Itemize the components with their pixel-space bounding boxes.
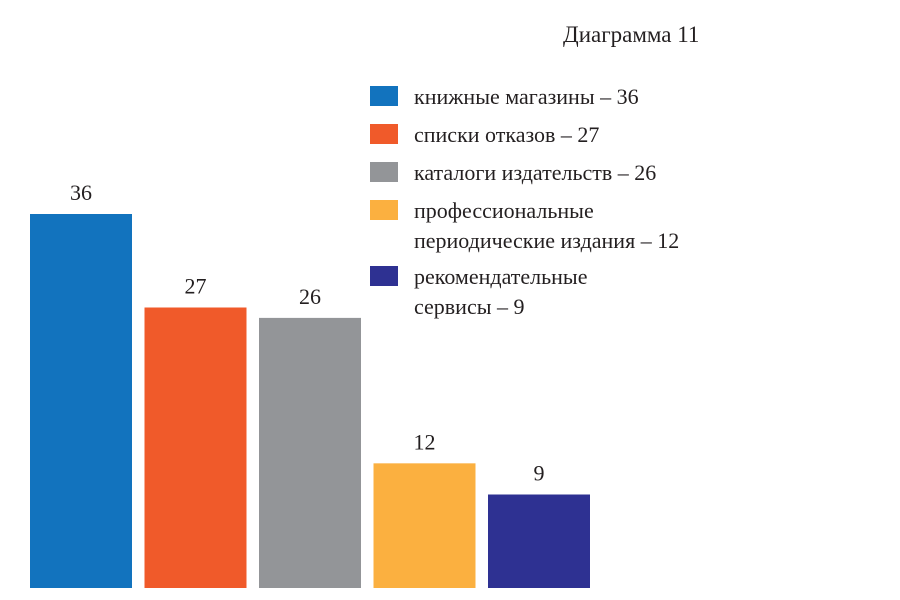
data-label-1: 36 bbox=[70, 180, 92, 205]
data-label-5: 9 bbox=[534, 461, 545, 486]
legend-swatch bbox=[370, 266, 398, 286]
legend-item-3: каталоги издательств – 26 bbox=[370, 158, 744, 188]
chart-title: Диаграмма 11 bbox=[563, 22, 700, 47]
bar-4 bbox=[373, 463, 476, 588]
bar-3 bbox=[259, 317, 361, 588]
legend-swatch bbox=[370, 200, 398, 220]
legend-item-1: книжные магазины – 36 bbox=[370, 82, 744, 112]
legend-swatch bbox=[370, 86, 398, 106]
data-label-3: 26 bbox=[299, 284, 321, 309]
data-label-4: 12 bbox=[414, 429, 436, 454]
legend-item-5: рекомендательные сервисы – 9 bbox=[370, 262, 634, 322]
legend-swatch bbox=[370, 124, 398, 144]
bar-5 bbox=[488, 494, 590, 588]
data-label-2: 27 bbox=[185, 274, 207, 299]
legend-label: списки отказов – 27 bbox=[414, 122, 600, 147]
bar-2 bbox=[144, 307, 247, 588]
legend-item-4: профессиональные периодические издания –… bbox=[370, 196, 734, 256]
legend-item-2: списки отказов – 27 bbox=[370, 120, 744, 150]
legend-swatch bbox=[370, 162, 398, 182]
bar-1 bbox=[30, 214, 132, 588]
legend-label: рекомендательные сервисы – 9 bbox=[414, 264, 588, 319]
legend-label: каталоги издательств – 26 bbox=[414, 160, 657, 185]
legend-label: профессиональные периодические издания –… bbox=[414, 198, 680, 253]
legend-label: книжные магазины – 36 bbox=[414, 84, 639, 109]
